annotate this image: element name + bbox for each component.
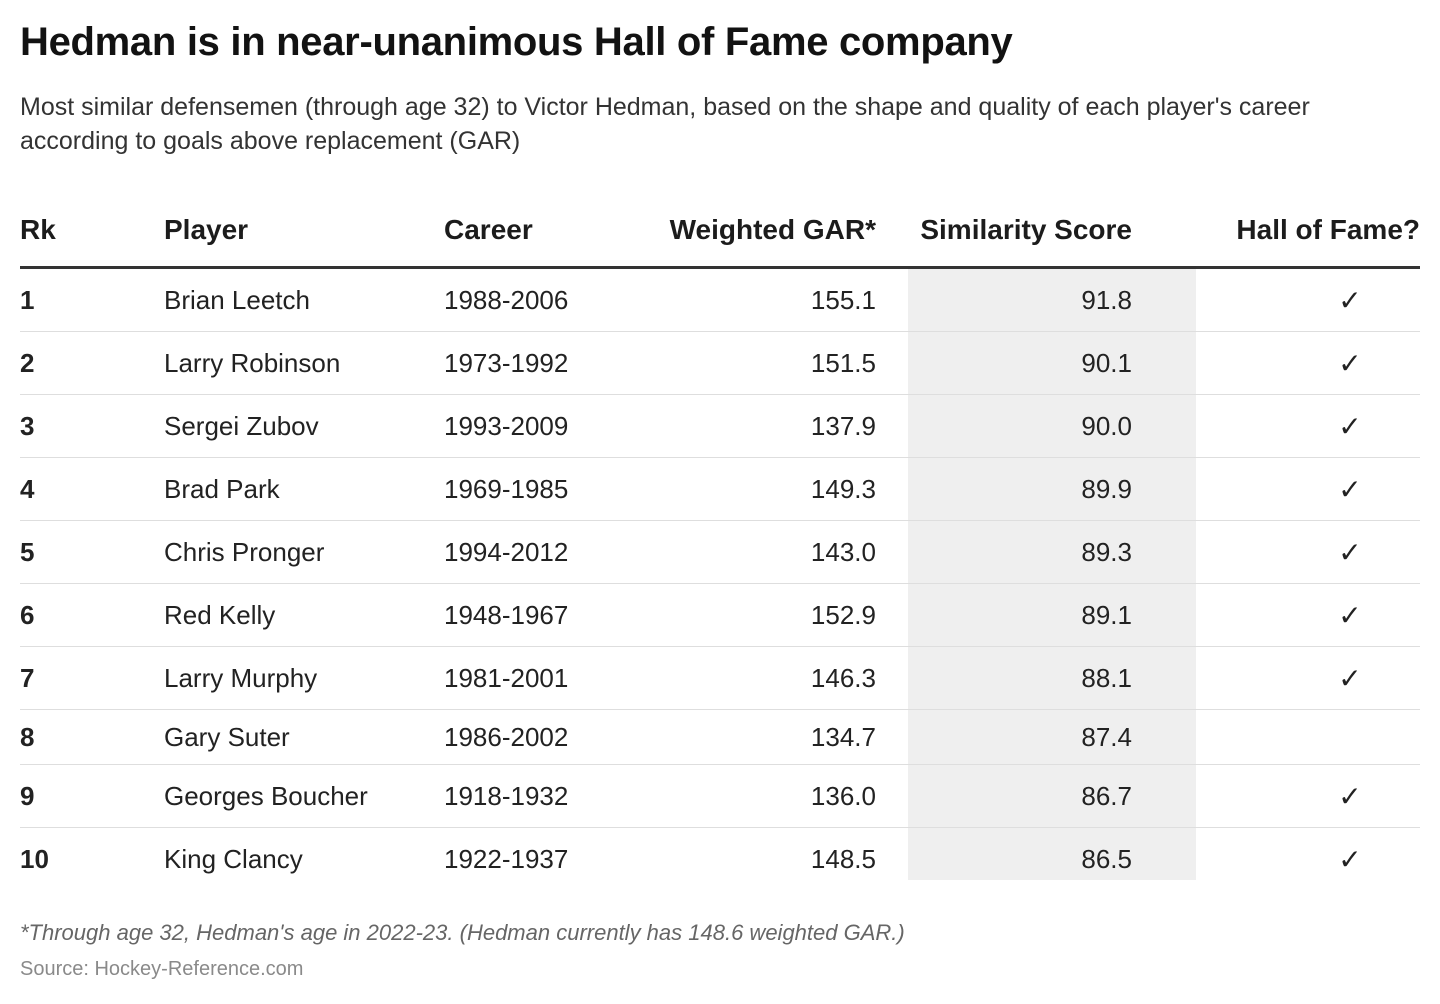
row-career: 1918-1932 [444,780,569,811]
row-player: Brad Park [164,473,280,504]
table-row: 3 Sergei Zubov 1993-2009 137.9 90.0 ✓ [20,395,1420,458]
row-hall-of-fame: ✓ [1164,347,1420,380]
row-hall-of-fame: ✓ [1164,284,1420,317]
table-row: 6 Red Kelly 1948-1967 152.9 89.1 ✓ [20,584,1420,647]
row-weighted-gar: 151.5 [810,347,876,378]
row-player: King Clancy [164,843,303,874]
row-similarity-score: 86.7 [1081,780,1132,811]
row-rank: 1 [20,284,35,315]
table-row: 9 Georges Boucher 1918-1932 136.0 86.7 ✓ [20,765,1420,828]
row-rank: 9 [20,780,35,811]
similarity-column-highlight [908,268,1196,880]
table-header-row: Rk Player Career Weighted GAR* Similarit… [20,200,1420,269]
footnote: *Through age 32, Hedman's age in 2022-23… [20,920,905,945]
row-career: 1986-2002 [444,721,569,752]
table-row: 10 King Clancy 1922-1937 148.5 86.5 ✓ [20,828,1420,890]
row-similarity-score: 90.0 [1081,410,1132,441]
row-hall-of-fame [1164,722,1420,753]
row-career: 1981-2001 [444,662,569,693]
row-similarity-score: 86.5 [1081,843,1132,874]
table-row: 8 Gary Suter 1986-2002 134.7 87.4 [20,710,1420,765]
row-career: 1922-1937 [444,843,569,874]
row-similarity-score: 89.9 [1081,473,1132,504]
table-row: 4 Brad Park 1969-1985 149.3 89.9 ✓ [20,458,1420,521]
row-weighted-gar: 148.5 [810,843,876,874]
header-similarity-score: Similarity Score [920,214,1132,245]
row-rank: 5 [20,536,35,567]
table-body: 1 Brian Leetch 1988-2006 155.1 91.8 ✓ 2 Larry R… [20,269,1420,890]
check-icon: ✓ [1338,347,1362,379]
table-row: 2 Larry Robinson 1973-1992 151.5 90.1 ✓ [20,332,1420,395]
check-icon: ✓ [1338,410,1362,442]
row-player: Brian Leetch [164,284,310,315]
row-player: Red Kelly [164,599,276,630]
source-note: Source: Hockey-Reference.com [20,958,304,980]
row-similarity-score: 89.3 [1081,536,1132,567]
row-career: 1993-2009 [444,410,569,441]
row-similarity-score: 90.1 [1081,347,1132,378]
row-weighted-gar: 137.9 [810,410,876,441]
row-hall-of-fame: ✓ [1164,599,1420,632]
row-weighted-gar: 155.1 [810,284,876,315]
row-hall-of-fame: ✓ [1164,410,1420,443]
table-row: 5 Chris Pronger 1994-2012 143.0 89.3 ✓ [20,521,1420,584]
row-rank: 4 [20,473,35,504]
row-hall-of-fame: ✓ [1164,780,1420,813]
row-hall-of-fame: ✓ [1164,473,1420,506]
row-player: Georges Boucher [164,780,368,811]
row-weighted-gar: 143.0 [810,536,876,567]
table-row: 1 Brian Leetch 1988-2006 155.1 91.8 ✓ [20,269,1420,332]
row-weighted-gar: 134.7 [810,721,876,752]
row-similarity-score: 91.8 [1081,284,1132,315]
header-hall-of-fame: Hall of Fame? [1236,214,1420,245]
header-career: Career [444,214,533,245]
row-rank: 10 [20,843,49,874]
row-player: Larry Murphy [164,662,318,693]
chart-subtitle: Most similar defensemen (through age 32)… [20,93,1310,155]
row-similarity-score: 89.1 [1081,599,1132,630]
check-icon: ✓ [1338,662,1362,694]
row-career: 1994-2012 [444,536,569,567]
header-rk: Rk [20,214,56,245]
similarity-table: Rk Player Career Weighted GAR* Similarit… [20,200,1420,890]
row-career: 1973-1992 [444,347,569,378]
check-icon: ✓ [1338,843,1362,875]
row-player: Chris Pronger [164,536,325,567]
table-row: 7 Larry Murphy 1981-2001 146.3 88.1 ✓ [20,647,1420,710]
row-rank: 6 [20,599,35,630]
row-rank: 7 [20,662,35,693]
row-player: Gary Suter [164,721,290,752]
row-rank: 2 [20,347,35,378]
row-player: Sergei Zubov [164,410,319,441]
row-weighted-gar: 136.0 [810,780,876,811]
row-career: 1969-1985 [444,473,569,504]
row-rank: 3 [20,410,35,441]
row-hall-of-fame: ✓ [1164,662,1420,695]
row-weighted-gar: 149.3 [810,473,876,504]
check-icon: ✓ [1338,284,1362,316]
header-weighted-gar: Weighted GAR* [669,214,876,245]
row-weighted-gar: 146.3 [810,662,876,693]
row-career: 1988-2006 [444,284,569,315]
row-similarity-score: 88.1 [1081,662,1132,693]
row-career: 1948-1967 [444,599,569,630]
check-icon: ✓ [1338,536,1362,568]
row-rank: 8 [20,721,35,752]
check-icon: ✓ [1338,473,1362,505]
row-similarity-score: 87.4 [1081,721,1132,752]
check-icon: ✓ [1338,780,1362,812]
row-weighted-gar: 152.9 [810,599,876,630]
header-player: Player [164,214,249,245]
row-player: Larry Robinson [164,347,341,378]
row-hall-of-fame: ✓ [1164,536,1420,569]
check-icon: ✓ [1338,599,1362,631]
chart-title: Hedman is in near-unanimous Hall of Fame… [20,20,1013,64]
row-hall-of-fame: ✓ [1164,843,1420,876]
